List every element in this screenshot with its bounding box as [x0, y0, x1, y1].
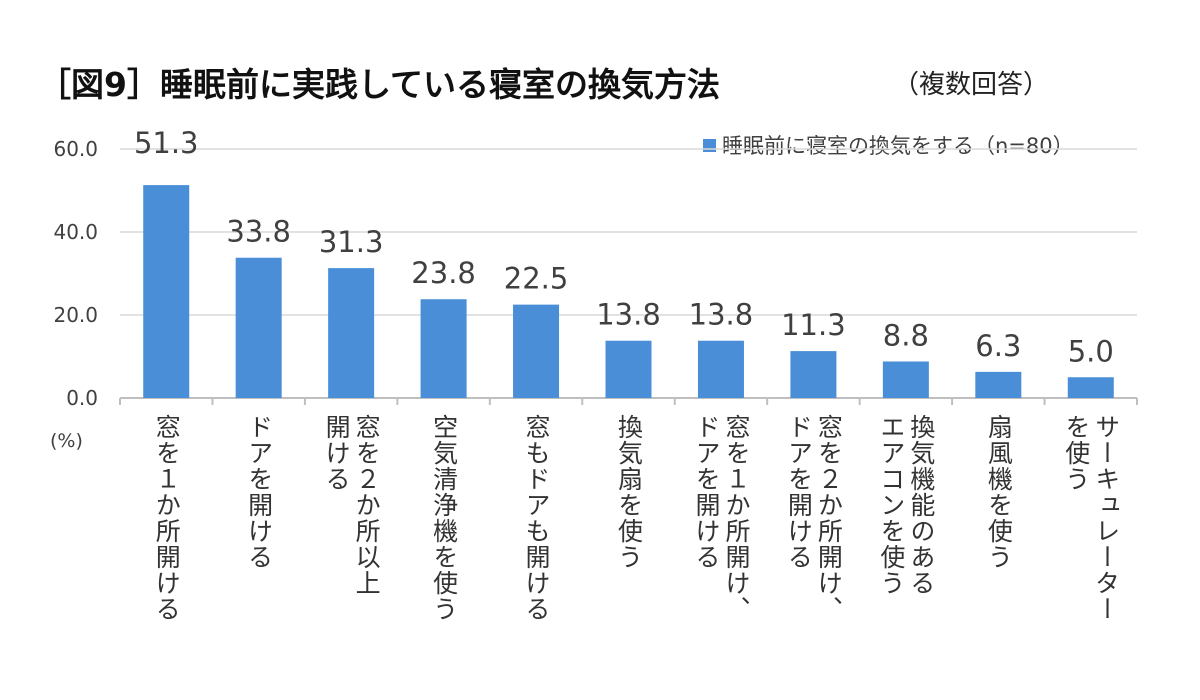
category-label: 窓もドアも開ける	[522, 414, 552, 622]
category-label: 窓を２か所開け、 ドアを開ける	[784, 414, 844, 622]
data-label: 51.3	[134, 126, 199, 160]
y-tick-label: 40.0	[53, 220, 98, 244]
chart-title: ［図9］睡眠前に実践している寝室の換気方法	[38, 65, 720, 104]
bar	[790, 351, 837, 398]
category-label: 窓を１か所開け、 ドアを開ける	[691, 414, 751, 622]
category-label: 空気清浄機を使う	[429, 414, 459, 622]
bar	[420, 299, 467, 398]
bar	[605, 340, 652, 398]
category-label: サーキュレーター を使う	[1061, 414, 1121, 622]
bar	[882, 361, 929, 398]
category-label: 窓を１か所開ける	[152, 414, 182, 622]
data-label: 31.3	[319, 225, 384, 259]
y-tick-label: 60.0	[53, 137, 98, 161]
data-label: 5.0	[1068, 334, 1114, 368]
category-label: 換気扇を使う	[614, 414, 644, 570]
data-label: 6.3	[975, 329, 1021, 363]
legend-label: 睡眠前に寝室の換気をする（n=80）	[722, 134, 1074, 158]
bar	[1067, 377, 1114, 398]
bar	[975, 371, 1022, 398]
bar	[513, 304, 560, 398]
y-tick-label: 0.0	[66, 386, 98, 410]
data-label: 11.3	[781, 308, 846, 342]
legend: 睡眠前に寝室の換気をする（n=80）	[703, 130, 1074, 160]
y-axis-unit: (%)	[50, 430, 83, 452]
data-label: 23.8	[411, 256, 476, 290]
bar	[235, 257, 282, 398]
data-label: 13.8	[689, 298, 754, 332]
category-label: 扇風機を使う	[984, 414, 1014, 570]
bar	[697, 340, 744, 398]
y-tick-label: 20.0	[53, 303, 98, 327]
chart-subtitle: （複数回答）	[893, 70, 1050, 100]
data-label: 22.5	[504, 262, 569, 296]
data-label: 33.8	[226, 215, 291, 249]
data-label: 13.8	[596, 298, 661, 332]
category-label: 換気機能のある エアコンを使う	[876, 414, 936, 596]
category-label: ドアを開ける	[244, 414, 274, 570]
category-label: 窓を２か所以上 開ける	[322, 414, 382, 596]
bar	[328, 268, 375, 398]
bar	[143, 185, 190, 398]
data-label: 8.8	[883, 318, 929, 352]
